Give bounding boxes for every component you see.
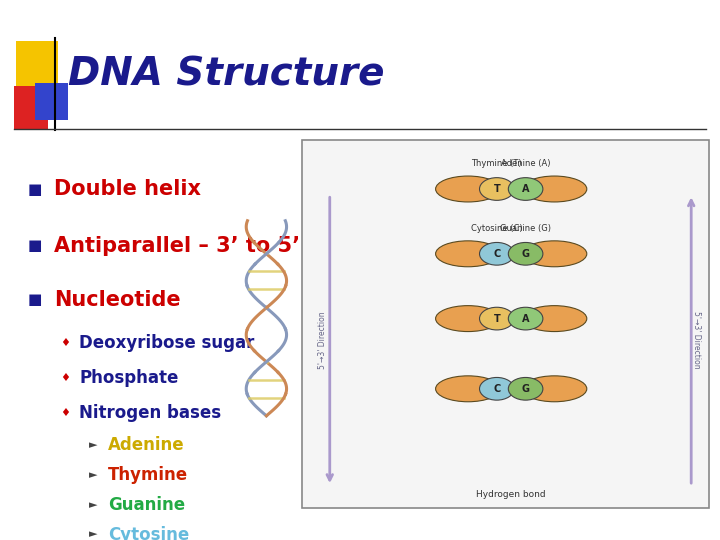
Text: Thymine: Thymine xyxy=(108,466,188,484)
Text: A: A xyxy=(522,184,529,194)
Ellipse shape xyxy=(480,377,514,400)
Ellipse shape xyxy=(480,242,514,265)
Text: ■: ■ xyxy=(27,238,42,253)
Text: ■: ■ xyxy=(27,181,42,197)
Text: Antiparallel – 3’ to 5’: Antiparallel – 3’ to 5’ xyxy=(54,235,300,256)
Text: ►: ► xyxy=(89,470,98,480)
Text: Cytosine: Cytosine xyxy=(108,525,189,540)
Ellipse shape xyxy=(522,241,587,267)
Text: Cytosine (C): Cytosine (C) xyxy=(471,224,523,233)
Text: ►: ► xyxy=(89,500,98,510)
Text: Nucleotide: Nucleotide xyxy=(54,289,181,310)
Text: ■: ■ xyxy=(27,292,42,307)
Text: Adenine (A): Adenine (A) xyxy=(501,159,550,168)
Text: 5'→3' Direction: 5'→3' Direction xyxy=(318,312,327,369)
Text: ►: ► xyxy=(89,530,98,539)
Text: G: G xyxy=(521,249,530,259)
Text: Guanine (G): Guanine (G) xyxy=(500,224,551,233)
Bar xyxy=(35,83,68,120)
Ellipse shape xyxy=(522,306,587,332)
Ellipse shape xyxy=(508,307,543,330)
Ellipse shape xyxy=(436,176,500,202)
Text: C: C xyxy=(493,384,500,394)
Ellipse shape xyxy=(436,306,500,332)
Text: DNA Structure: DNA Structure xyxy=(68,56,385,93)
Text: Double helix: Double helix xyxy=(54,179,201,199)
Ellipse shape xyxy=(480,307,514,330)
Ellipse shape xyxy=(522,176,587,202)
Text: Hydrogen bond: Hydrogen bond xyxy=(477,490,546,498)
Ellipse shape xyxy=(508,377,543,400)
Text: ♦: ♦ xyxy=(60,408,70,418)
Text: ►: ► xyxy=(89,441,98,450)
Text: G: G xyxy=(521,384,530,394)
Text: ♦: ♦ xyxy=(60,373,70,383)
Text: 5'→3' Direction: 5'→3' Direction xyxy=(692,312,701,369)
Text: C: C xyxy=(493,249,500,259)
Text: Guanine: Guanine xyxy=(108,496,185,514)
Text: Nitrogen bases: Nitrogen bases xyxy=(79,404,221,422)
Bar xyxy=(14,86,48,129)
Text: Phosphate: Phosphate xyxy=(79,369,179,387)
Ellipse shape xyxy=(508,242,543,265)
Text: A: A xyxy=(522,314,529,323)
Ellipse shape xyxy=(436,241,500,267)
Ellipse shape xyxy=(508,178,543,200)
Text: Thymine (T): Thymine (T) xyxy=(472,159,522,168)
Text: Adenine: Adenine xyxy=(108,436,184,455)
Text: T: T xyxy=(493,314,500,323)
Bar xyxy=(16,40,58,86)
Ellipse shape xyxy=(436,376,500,402)
Text: Deoxyribose sugar: Deoxyribose sugar xyxy=(79,334,255,352)
Ellipse shape xyxy=(480,178,514,200)
Text: T: T xyxy=(493,184,500,194)
Text: ♦: ♦ xyxy=(60,338,70,348)
Ellipse shape xyxy=(522,376,587,402)
Bar xyxy=(302,140,709,508)
